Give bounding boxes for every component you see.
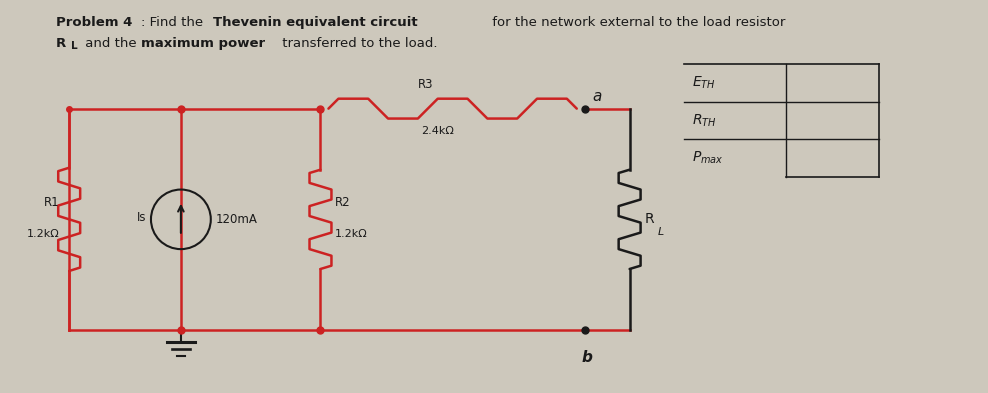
Text: a: a <box>593 89 602 104</box>
Text: 2.4kΩ: 2.4kΩ <box>421 127 454 136</box>
Text: : Find the: : Find the <box>141 16 207 29</box>
Text: Thevenin equivalent circuit: Thevenin equivalent circuit <box>212 16 417 29</box>
Text: R: R <box>644 212 654 226</box>
Text: for the network external to the load resistor: for the network external to the load res… <box>488 16 785 29</box>
Text: $P_{max}$: $P_{max}$ <box>693 150 724 167</box>
Text: transferred to the load.: transferred to the load. <box>278 37 437 50</box>
Text: maximum power: maximum power <box>141 37 265 50</box>
Text: and the: and the <box>81 37 141 50</box>
Text: R3: R3 <box>418 78 433 91</box>
Text: L: L <box>71 41 78 51</box>
Text: 1.2kΩ: 1.2kΩ <box>27 229 59 239</box>
Text: 120mA: 120mA <box>215 213 258 226</box>
Text: L: L <box>658 227 664 237</box>
Text: Is: Is <box>136 211 146 224</box>
Text: Problem 4: Problem 4 <box>56 16 132 29</box>
Text: R: R <box>56 37 66 50</box>
Text: b: b <box>581 350 592 365</box>
Text: R1: R1 <box>43 196 59 209</box>
Text: $R_{TH}$: $R_{TH}$ <box>693 112 717 129</box>
Text: R2: R2 <box>335 196 350 209</box>
Text: $E_{TH}$: $E_{TH}$ <box>693 75 716 91</box>
Text: 1.2kΩ: 1.2kΩ <box>335 229 368 239</box>
